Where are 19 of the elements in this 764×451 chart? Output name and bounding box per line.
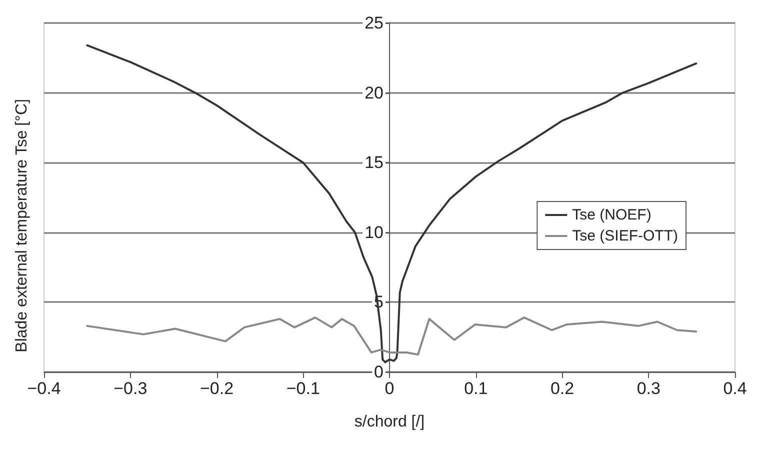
x-tick-label: 0.4 [723, 379, 747, 398]
y-tick-label: 10 [364, 222, 384, 242]
x-tick-label: 0.3 [636, 379, 660, 398]
x-tick-label: −0.3 [114, 379, 148, 398]
x-tick-label: −0.4 [27, 379, 61, 398]
y-tick-label: 15 [364, 153, 384, 172]
legend-label: Tse (NOEF) [572, 206, 652, 224]
y-axis-title: Blade external temperature Tse [°C] [14, 98, 30, 352]
y-tick-label: 20 [364, 83, 384, 102]
x-tick-label: 0.2 [550, 379, 574, 398]
y-tick-label: 0 [374, 362, 384, 382]
line-series [86, 316, 698, 356]
y-tick-label: 25 [364, 14, 384, 32]
line-series [86, 44, 698, 364]
x-tick-label: 0.1 [464, 379, 488, 398]
x-tick-label: −0.1 [286, 379, 320, 398]
legend-label: Tse (SIEF-OTT) [572, 228, 678, 244]
x-axis-title: s/chord [/] [354, 414, 425, 430]
x-tick-label: −0.2 [200, 379, 234, 398]
